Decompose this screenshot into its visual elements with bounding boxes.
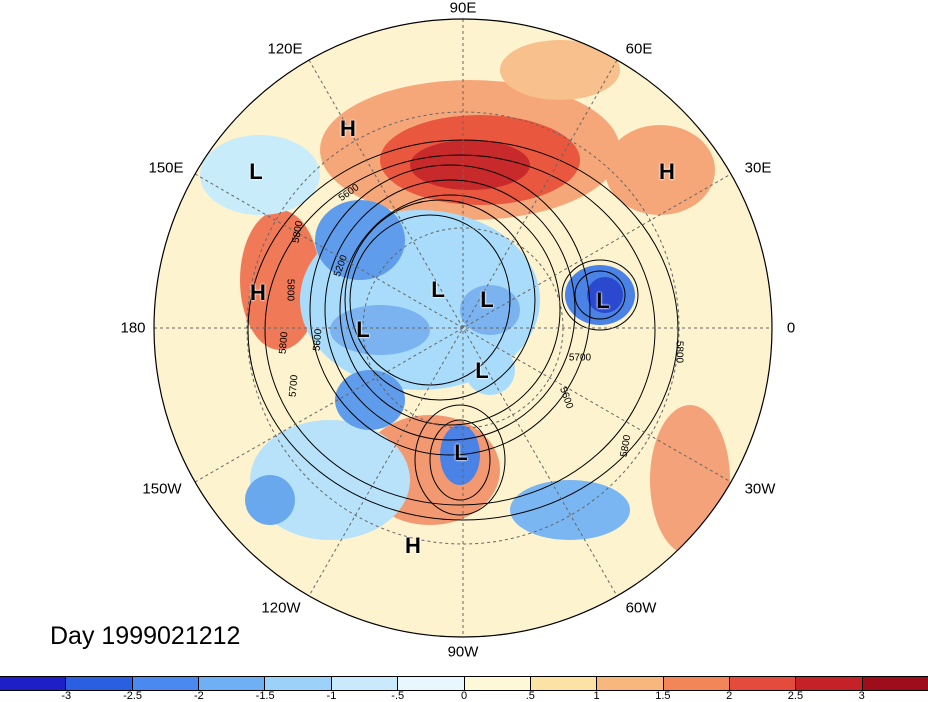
contour-label: 5600 [311,328,325,352]
anomaly-field [154,19,772,637]
contour-label: 5700 [568,352,592,364]
lon-label-120e: 120E [267,40,303,58]
colorbar-tick-label: -1 [326,690,337,702]
pressure-center-high: H [405,533,421,558]
lon-label-30e: 30E [744,159,772,177]
colorbar-swatch [464,677,531,690]
colorbar-swatch [199,677,266,690]
lon-label-150w: 150W [142,480,182,498]
lon-label-30w: 30W [744,480,776,498]
contour-label: 5700 [287,374,301,398]
height-contours [247,139,679,521]
colorbar-tick-label: 0 [460,690,468,702]
colorbar-swatch [0,677,67,690]
colorbar-swatch [862,677,928,690]
colorbar-swatch [132,677,200,690]
lon-label-60w: 60W [625,599,657,617]
colorbar-swatch [530,677,598,690]
colorbar-tick-label: 2 [726,690,733,702]
colorbar-tick-label: 3 [858,690,865,702]
lon-label-120w: 120W [261,599,301,617]
pressure-center-low: L [249,159,263,184]
colorbar-tick-label: -1.5 [255,690,275,702]
colorbar-swatch [663,677,730,690]
colorbar-tick-label: 1.5 [655,690,671,702]
graticule [154,19,772,637]
colorbar-tick-label: -2.5 [123,690,143,702]
colorbar-tick-label: 1 [593,690,600,702]
colorbar-tick-label: -.5 [391,690,405,702]
colorbar-tick-label: -3 [61,690,72,702]
map-boundary [153,18,773,638]
colorbar-swatch [729,677,797,690]
colorbar-swatch [265,677,332,690]
pressure-center-low: L [480,287,494,312]
pressure-center-low: L [596,288,610,313]
lon-label-150e: 150E [148,159,184,177]
lon-label-0: 0 [786,319,796,337]
colorbar-swatch [66,677,133,690]
pressure-center-high: H [659,159,675,184]
contour-label: 5800 [277,331,291,355]
pressure-center-low: L [356,317,370,342]
colorbar-swatch [331,677,399,690]
lon-label-60e: 60E [625,40,653,58]
lon-label-180: 180 [120,319,146,337]
colorbar-swatch [398,677,465,690]
lon-label-90w: 90W [447,643,479,661]
colorbar-tick-label: 2.5 [787,690,804,702]
lon-label-90e: 90E [449,0,477,17]
colorbar-swatch [597,677,664,690]
pressure-center-high: H [340,116,356,141]
contour-label: 5800 [284,278,296,302]
pressure-center-high: H [250,280,266,305]
contour-label: 5800 [673,340,685,364]
colorbar-tick-label: .5 [525,690,535,702]
day-label: Day 1999021212 [50,622,241,650]
pressure-center-low: L [431,277,445,302]
colorbar-swatch [796,677,863,690]
colorbar [0,676,928,691]
pressure-center-low: L [454,440,468,465]
pressure-center-low: L [475,358,489,383]
colorbar-tick-label: -2 [193,690,204,702]
